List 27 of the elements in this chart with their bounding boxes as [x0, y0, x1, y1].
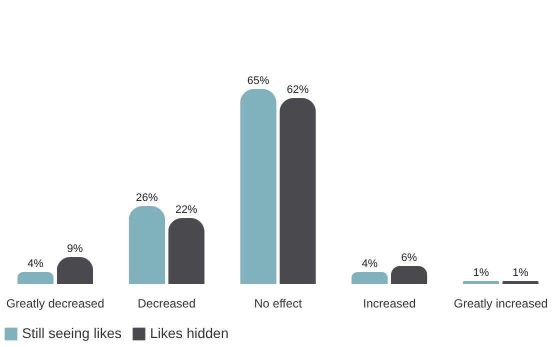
bar [462, 281, 500, 284]
bar [56, 257, 94, 284]
bar [352, 272, 388, 284]
legend-label: Still seeing likes [22, 325, 122, 341]
bar [128, 206, 166, 284]
bar [168, 218, 204, 284]
data-label: 4% [28, 258, 44, 270]
bar [502, 281, 539, 284]
x-tick-label: No effect [254, 296, 303, 310]
x-tick-label: Greatly increased [454, 296, 548, 310]
x-tick-label: Decreased [138, 296, 196, 310]
bar [240, 89, 276, 284]
bar [17, 272, 54, 284]
bar [390, 266, 428, 284]
data-label: 22% [175, 204, 198, 216]
x-tick-label: Increased [363, 296, 416, 310]
x-tick-label: Greatly decreased [6, 296, 104, 310]
legend-label: Likes hidden [150, 325, 229, 341]
data-label: 6% [401, 252, 418, 264]
data-label: 1% [473, 267, 490, 279]
data-label: 65% [247, 75, 270, 87]
data-label: 9% [67, 243, 84, 255]
data-label: 4% [362, 258, 378, 270]
data-label: 62% [286, 84, 309, 96]
data-label: 26% [136, 192, 158, 204]
bar [280, 98, 316, 284]
data-label: 1% [512, 267, 529, 279]
